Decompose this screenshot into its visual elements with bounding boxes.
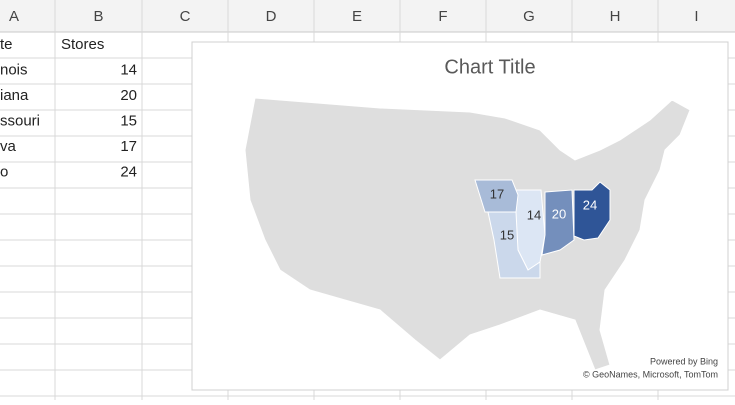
credit: © GeoNames, Microsoft, TomTom	[583, 369, 718, 379]
column-header: I	[694, 8, 698, 25]
cell: 14	[120, 61, 137, 78]
cell: o	[0, 163, 8, 180]
cell: ssouri	[0, 112, 40, 129]
cell: 20	[120, 87, 137, 104]
column-header: F	[438, 8, 447, 25]
cell: Stores	[61, 36, 104, 53]
map-label: 17	[490, 186, 504, 201]
cell: 17	[120, 138, 137, 155]
cell: te	[0, 36, 13, 53]
map-label: 14	[527, 207, 541, 222]
column-header: A	[9, 8, 19, 25]
column-header: G	[523, 8, 535, 25]
column-header: B	[93, 8, 103, 25]
chart-title: Chart Title	[444, 56, 535, 78]
column-header-bar	[0, 0, 735, 32]
state-iowa[interactable]	[474, 179, 519, 213]
cell: iana	[0, 87, 29, 104]
cell: 15	[120, 112, 137, 129]
map-label: 15	[500, 227, 514, 242]
map-label: 24	[583, 197, 597, 212]
state-ohio[interactable]	[573, 181, 611, 241]
us-land	[244, 97, 691, 371]
state-missouri[interactable]	[487, 211, 541, 279]
credit: Powered by Bing	[650, 356, 718, 366]
cell: va	[0, 138, 17, 155]
column-header: C	[180, 8, 191, 25]
map-label: 20	[552, 206, 566, 221]
column-header: D	[266, 8, 277, 25]
state-indiana[interactable]	[541, 189, 575, 256]
column-header: H	[610, 8, 621, 25]
cell: 24	[120, 163, 137, 180]
cell: nois	[0, 61, 28, 78]
column-header: E	[352, 8, 362, 25]
